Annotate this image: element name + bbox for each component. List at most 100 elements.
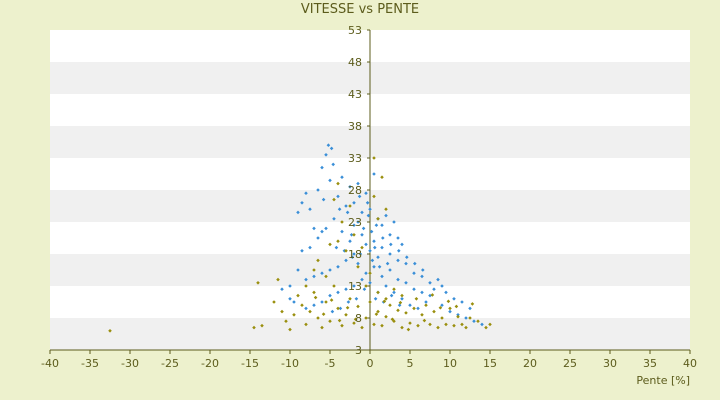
data-point-series-1 — [300, 249, 304, 253]
y-tick-label: 18 — [348, 248, 362, 261]
data-point-series-2 — [260, 323, 264, 328]
data-point-series-1 — [361, 226, 366, 231]
data-point-series-1 — [400, 297, 404, 301]
data-point-series-2 — [360, 325, 364, 330]
data-point-series-1 — [352, 223, 356, 227]
data-point-series-2 — [308, 309, 312, 314]
data-point-series-1 — [334, 245, 339, 250]
data-point-series-1 — [368, 249, 372, 253]
data-point-series-1 — [326, 143, 331, 147]
data-point-series-2 — [280, 309, 284, 314]
data-point-series-1 — [369, 229, 374, 234]
data-point-series-1 — [296, 210, 300, 215]
data-point-series-1 — [468, 306, 472, 311]
data-point-series-2 — [376, 217, 380, 221]
data-point-series-1 — [320, 229, 324, 234]
data-point-series-1 — [312, 303, 316, 307]
x-tick-label: 5 — [407, 357, 414, 370]
data-point-series-2 — [476, 319, 480, 323]
data-point-series-1 — [308, 245, 312, 250]
data-point-series-1 — [364, 271, 368, 275]
data-point-series-1 — [330, 309, 335, 314]
data-point-series-2 — [406, 327, 411, 332]
data-point-series-1 — [352, 201, 356, 205]
data-point-series-2 — [364, 284, 368, 288]
data-point-series-2 — [452, 323, 456, 328]
data-point-series-2 — [412, 306, 416, 311]
data-point-series-1 — [452, 297, 456, 301]
data-point-series-2 — [424, 303, 428, 307]
data-point-series-1 — [388, 233, 392, 237]
data-point-series-2 — [436, 325, 440, 330]
data-point-series-1 — [364, 191, 368, 195]
data-point-series-2 — [408, 321, 412, 325]
data-point-series-1 — [344, 204, 348, 208]
chart-title: VITESSE vs PENTE — [300, 2, 420, 17]
data-point-series-1 — [288, 284, 292, 288]
data-point-series-1 — [356, 261, 360, 266]
data-point-series-1 — [416, 306, 420, 311]
data-point-series-1 — [345, 210, 350, 215]
data-point-series-1 — [444, 290, 448, 295]
data-point-series-2 — [388, 303, 392, 307]
data-point-series-1 — [332, 217, 336, 221]
data-point-series-1 — [344, 258, 348, 263]
data-point-series-1 — [420, 290, 424, 295]
data-point-series-2 — [332, 197, 336, 202]
data-point-series-1 — [360, 277, 364, 282]
data-point-series-2 — [108, 329, 112, 333]
x-tick-label: 40 — [683, 357, 697, 370]
data-point-series-1 — [362, 287, 367, 291]
data-point-series-1 — [381, 236, 385, 240]
data-point-series-1 — [389, 242, 393, 247]
x-tick-label: 25 — [563, 357, 577, 370]
data-point-series-1 — [364, 242, 368, 247]
data-point-series-1 — [324, 153, 328, 157]
data-point-series-2 — [304, 322, 308, 327]
x-tick-label: -15 — [241, 357, 259, 370]
data-point-series-1 — [373, 297, 378, 301]
x-tick-label: -25 — [161, 357, 179, 370]
data-point-series-1 — [328, 268, 332, 272]
data-point-series-2 — [398, 300, 403, 305]
data-point-series-1 — [358, 252, 363, 256]
data-point-series-2 — [337, 318, 342, 323]
y-tick-label: 53 — [348, 24, 362, 37]
data-point-series-1 — [320, 300, 324, 304]
data-point-series-2 — [416, 323, 420, 328]
data-point-series-2 — [332, 284, 336, 288]
data-point-series-1 — [304, 277, 308, 282]
data-point-series-2 — [344, 249, 348, 253]
x-axis-label: Pente [%] — [636, 374, 690, 387]
data-point-series-2 — [304, 284, 308, 288]
data-point-series-2 — [414, 297, 419, 301]
y-tick-label: 23 — [348, 216, 362, 229]
data-point-series-2 — [252, 325, 256, 330]
data-point-series-2 — [470, 302, 475, 306]
data-point-series-2 — [384, 314, 388, 319]
data-point-series-2 — [440, 316, 444, 320]
tick-labels: -40 -35 -30 -25 -20 -15 -10 -5 0 5 10 15 20 25 30 35 40 3… — [41, 24, 697, 370]
data-point-series-1 — [412, 287, 416, 291]
data-point-series-2 — [328, 242, 332, 247]
data-point-series-2 — [364, 316, 368, 320]
data-point-series-1 — [424, 300, 428, 304]
data-point-series-2 — [456, 314, 460, 319]
data-point-series-2 — [352, 233, 356, 237]
data-point-series-2 — [372, 156, 376, 160]
data-point-series-2 — [352, 321, 356, 325]
y-tick-label: 3 — [355, 344, 362, 357]
data-point-series-1 — [428, 281, 432, 285]
x-tick-label: -5 — [325, 357, 336, 370]
y-tick-label: 8 — [355, 312, 362, 325]
data-point-series-2 — [392, 287, 396, 291]
data-point-series-2 — [438, 305, 443, 310]
data-point-series-1 — [388, 268, 392, 272]
data-point-series-2 — [376, 290, 380, 295]
data-point-series-1 — [397, 303, 402, 307]
y-tick-label: 33 — [348, 152, 362, 165]
data-point-series-1 — [392, 290, 396, 295]
data-point-series-1 — [396, 277, 400, 282]
data-point-series-1 — [356, 220, 360, 224]
